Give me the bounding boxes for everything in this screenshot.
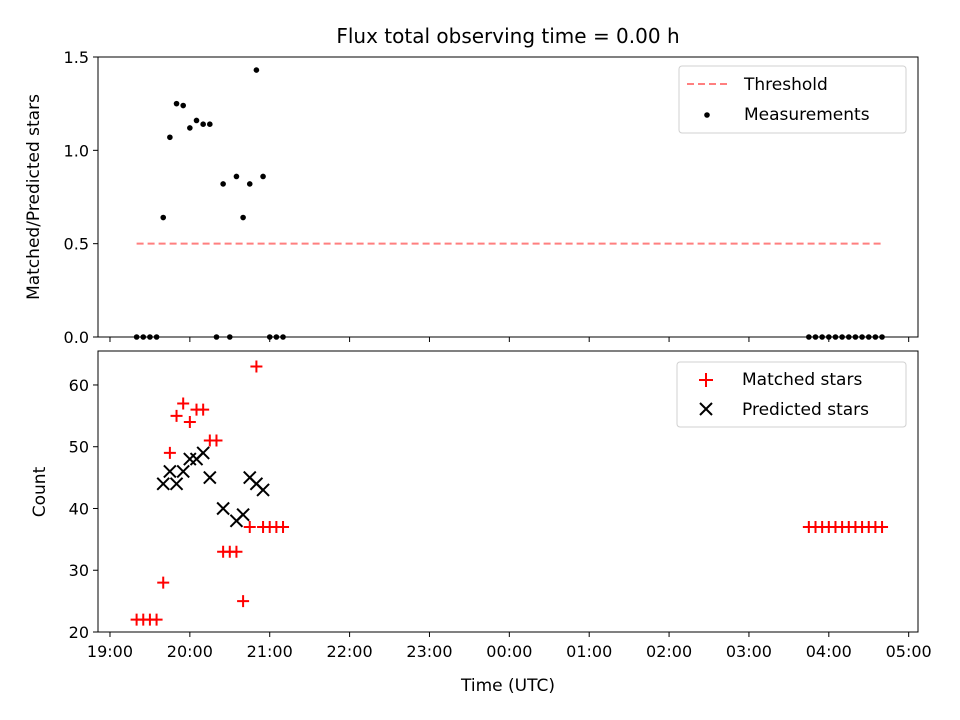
- predicted-star-point: [156, 477, 170, 491]
- x-tick-label: 04:00: [806, 642, 852, 661]
- predicted-star-point: [256, 483, 270, 497]
- x-tick-label: 19:00: [87, 642, 133, 661]
- measurement-point: [253, 67, 260, 73]
- measurement-point: [240, 214, 246, 221]
- measurement-point: [200, 121, 206, 127]
- matched-star-point: [250, 360, 263, 373]
- top-y-tick-label: 0.0: [64, 328, 89, 347]
- predicted-star-point: [236, 507, 250, 522]
- matched-star-point: [230, 545, 243, 558]
- measurement-point: [167, 134, 173, 141]
- bottom-y-tick-label: 40: [69, 499, 89, 518]
- bottom-panel-marks: [130, 360, 889, 626]
- chart-title: Flux total observing time = 0.00 h: [336, 24, 679, 48]
- matched-star-point: [157, 576, 170, 589]
- legend-matched-marker: [699, 373, 713, 387]
- x-tick-label: 22:00: [327, 642, 373, 661]
- measurement-point: [193, 117, 200, 124]
- predicted-star-point: [203, 470, 217, 485]
- top-legend: Threshold Measurements: [678, 65, 907, 134]
- measurement-point: [207, 121, 213, 127]
- bottom-y-tick-label: 50: [69, 438, 89, 457]
- x-tick-label: 23:00: [406, 642, 452, 661]
- bottom-y-tick-label: 60: [69, 376, 89, 395]
- top-y-ticks: 0.0 0.5 1.0 1.5: [64, 48, 98, 347]
- bottom-y-tick-label: 30: [69, 561, 89, 580]
- matched-star-point: [177, 397, 190, 410]
- predicted-star-point: [216, 501, 230, 516]
- legend-measurements-label: Measurements: [744, 105, 870, 125]
- x-tick-label: 02:00: [646, 642, 692, 661]
- matched-star-point: [150, 613, 163, 626]
- top-panel-frame: [97, 56, 919, 338]
- matched-star-point: [243, 521, 256, 534]
- matched-star-point: [876, 521, 889, 534]
- legend-predicted-label: Predicted stars: [742, 400, 869, 420]
- measurement-point: [233, 173, 240, 180]
- predicted-star-point: [196, 446, 210, 460]
- predicted-star-point: [169, 477, 184, 491]
- bottom-legend: Matched stars Predicted stars: [676, 361, 907, 428]
- predicted-star-point: [176, 464, 190, 479]
- top-x-ticks: [109, 337, 910, 342]
- measurement-point: [187, 125, 193, 131]
- matched-star-point: [237, 595, 250, 608]
- measurement-point: [180, 102, 186, 109]
- legend-measurements-marker: [704, 112, 710, 118]
- measurement-point: [160, 214, 167, 221]
- bottom-y-axis-label: Count: [30, 466, 50, 517]
- legend-matched-label: Matched stars: [742, 370, 862, 390]
- matched-star-point: [183, 416, 196, 429]
- matched-star-point: [277, 521, 290, 534]
- legend-threshold-label: Threshold: [743, 75, 828, 95]
- bottom-x-ticks: 19:00 20:00 21:00 22:00 23:00 00:00 01:00 02:00…: [87, 632, 932, 661]
- measurement-point: [173, 100, 180, 107]
- x-tick-label: 01:00: [566, 642, 612, 661]
- x-tick-label: 00:00: [486, 642, 532, 661]
- x-tick-label: 20:00: [167, 642, 213, 661]
- bottom-y-tick-label: 20: [69, 623, 89, 642]
- x-tick-label: 05:00: [886, 642, 932, 661]
- measurement-point: [246, 181, 253, 187]
- top-y-tick-label: 1.0: [64, 141, 89, 160]
- legend-predicted-marker: [699, 402, 713, 416]
- matched-star-point: [163, 446, 176, 459]
- bottom-panel-frame: [97, 350, 919, 633]
- measurement-point: [220, 181, 226, 187]
- top-legend-box: [678, 65, 907, 134]
- top-y-axis-label: Matched/Predicted stars: [24, 94, 44, 300]
- matched-star-point: [210, 434, 223, 447]
- measurement-point: [260, 173, 266, 180]
- bottom-y-ticks: 20 30 40 50 60: [69, 376, 98, 642]
- top-y-tick-label: 0.5: [64, 235, 89, 254]
- x-axis-label: Time (UTC): [460, 676, 555, 696]
- matched-star-point: [170, 409, 183, 422]
- matched-star-point: [197, 403, 210, 416]
- x-tick-label: 03:00: [726, 642, 772, 661]
- predicted-star-point: [163, 464, 177, 479]
- bottom-legend-box: [676, 361, 907, 428]
- x-tick-label: 21:00: [247, 642, 293, 661]
- top-y-tick-label: 1.5: [64, 48, 89, 67]
